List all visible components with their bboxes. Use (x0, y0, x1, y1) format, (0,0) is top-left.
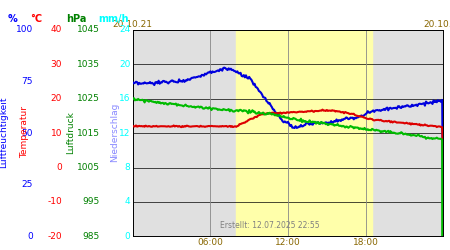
Text: 20: 20 (119, 60, 130, 69)
Text: -20: -20 (48, 232, 62, 241)
Text: %: % (8, 14, 18, 24)
Text: 50: 50 (21, 129, 33, 138)
Text: 100: 100 (16, 26, 33, 35)
Text: -10: -10 (47, 198, 62, 206)
Text: Erstellt: 12.07.2025 22:55: Erstellt: 12.07.2025 22:55 (220, 221, 320, 230)
Text: °C: °C (30, 14, 42, 24)
Text: 20: 20 (51, 94, 62, 103)
Text: 0: 0 (56, 163, 62, 172)
Text: 16: 16 (119, 94, 130, 103)
Text: 4: 4 (125, 198, 130, 206)
Text: Luftfeuchtigkeit: Luftfeuchtigkeit (0, 97, 8, 168)
Text: 75: 75 (21, 77, 33, 86)
Text: 1035: 1035 (77, 60, 100, 69)
Text: 995: 995 (83, 198, 100, 206)
Text: Niederschlag: Niederschlag (110, 103, 119, 162)
Text: Luftdruck: Luftdruck (67, 111, 76, 154)
Text: 24: 24 (119, 26, 130, 35)
Text: 1045: 1045 (77, 26, 100, 35)
Text: 8: 8 (125, 163, 130, 172)
Text: 1015: 1015 (77, 129, 100, 138)
Text: 40: 40 (51, 26, 62, 35)
Text: hPa: hPa (67, 14, 87, 24)
Text: 1005: 1005 (77, 163, 100, 172)
Text: 12: 12 (119, 129, 130, 138)
Text: 0: 0 (125, 232, 130, 241)
Text: 10: 10 (50, 129, 62, 138)
Text: Temperatur: Temperatur (20, 106, 29, 158)
Text: 1025: 1025 (77, 94, 100, 103)
Text: mm/h: mm/h (98, 14, 129, 24)
Text: 0: 0 (27, 232, 33, 241)
Text: 25: 25 (22, 180, 33, 189)
Text: 30: 30 (50, 60, 62, 69)
Bar (236, 30, 372, 236)
Text: 985: 985 (83, 232, 100, 241)
